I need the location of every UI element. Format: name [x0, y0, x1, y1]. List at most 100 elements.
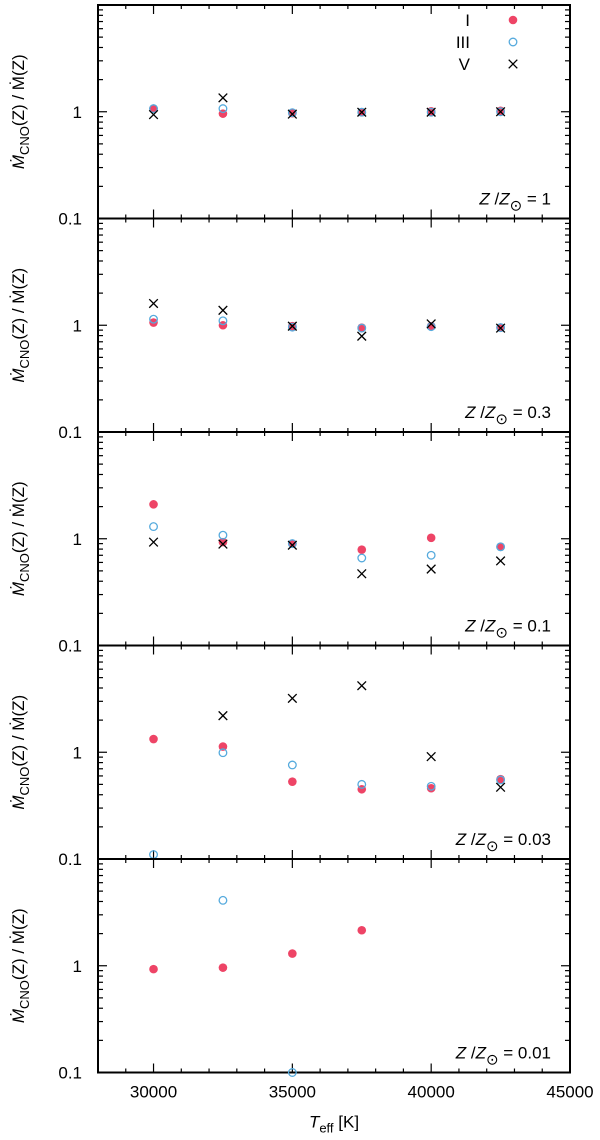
x-axis-label-t: T [309, 1113, 321, 1132]
y-tick-label: 1 [73, 743, 82, 762]
legend-label: I [465, 11, 470, 30]
data-point-open-circle [218, 316, 228, 326]
data-point-cross [495, 556, 506, 566]
panel-2: 0.1 1 ṀCNO(Z) / Ṁ(Z) Z /Z⊙ = 0.3 [9, 217, 571, 442]
y-axis-label-rest: (Z) / Ṁ(Z) [9, 908, 28, 980]
data-point-filled-circle [288, 949, 297, 958]
data-point-cross [287, 693, 298, 704]
x-tick-label: 35000 [269, 1083, 316, 1102]
data-point-cross [426, 107, 436, 117]
data-point-cross [218, 539, 228, 549]
legend-marker [508, 37, 518, 47]
y-axis-label-rest: (Z) / Ṁ(Z) [9, 54, 28, 126]
metallicity-label: Z /Z⊙ = 1 [478, 190, 551, 215]
data-point-open-circle [357, 107, 367, 117]
data-point-cross-stroke-b [218, 710, 228, 721]
data-point-filled-circle [288, 777, 297, 786]
y-tick-label: 0.1 [58, 850, 82, 869]
y-axis-label: ṀCNO(Z) / Ṁ(Z) [9, 54, 32, 169]
data-point-cross [495, 106, 506, 117]
metallicity-slash: / [476, 617, 486, 636]
data-point-cross-stroke-b [148, 537, 159, 547]
panel-frame [97, 431, 571, 647]
data-point-open-circle [218, 748, 228, 758]
data-point-filled-circle [149, 500, 158, 509]
data-point-open-circle [426, 107, 436, 117]
data-point-open-circle [357, 553, 367, 563]
y-tick-label: 1 [73, 957, 82, 976]
x-tick-label: 30000 [130, 1083, 177, 1102]
y-axis-label: ṀCNO(Z) / Ṁ(Z) [9, 268, 32, 383]
data-point-open-circle [218, 895, 228, 905]
data-point-open-circle [357, 323, 367, 333]
x-axis: 30000 35000 40000 45000 Teff [K] [130, 1083, 594, 1136]
data-point-open-circle [287, 539, 297, 549]
legend-marker-stroke-b [508, 59, 518, 69]
y-axis-label: ṀCNO(Z) / Ṁ(Z) [9, 908, 32, 1023]
metallicity-value: = 0.3 [508, 403, 551, 422]
y-axis-label-rest: (Z) / Ṁ(Z) [9, 481, 28, 553]
x-axis-label-unit: [K] [334, 1113, 360, 1132]
y-axis-label-mdot: Ṁ [9, 368, 28, 383]
data-point-cross-stroke-b [218, 305, 228, 316]
data-point-open-circle [149, 314, 158, 324]
data-point-open-circle [287, 108, 297, 118]
data-point-cross [218, 93, 228, 103]
metallicity-value: = 0.03 [499, 830, 551, 849]
data-point-open-circle [496, 107, 506, 117]
metallicity-slash: / [466, 1044, 476, 1063]
panel-frame [97, 858, 571, 1074]
data-point-open-circle [287, 322, 297, 332]
y-tick-label: 1 [73, 316, 82, 335]
data-point-cross [148, 109, 159, 120]
data-point-cross [218, 710, 228, 721]
metallicity-slash: / [466, 830, 476, 849]
legend-marker [508, 15, 518, 25]
metallicity-label: Z /Z⊙ = 0.1 [464, 617, 551, 642]
legend-label: V [459, 55, 471, 74]
data-point-open-circle [149, 522, 158, 532]
metallicity-zsun: Z [484, 403, 496, 422]
metallicity-sun-symbol: ⊙ [486, 1052, 499, 1069]
y-axis-label-sub: CNO [17, 553, 32, 582]
data-point-open-circle [496, 542, 506, 552]
data-point-cross-stroke-b [357, 568, 367, 579]
data-point-cross-stroke-b [495, 556, 506, 566]
metallicity-z: Z [478, 190, 490, 209]
metallicity-label: Z /Z⊙ = 0.3 [464, 403, 551, 428]
metallicity-label: Z /Z⊙ = 0.03 [455, 830, 551, 855]
metallicity-sun-symbol: ⊙ [486, 838, 499, 855]
data-point-filled-circle [426, 533, 436, 543]
x-tick-label: 45000 [546, 1083, 593, 1102]
metallicity-zsun: Z [475, 830, 487, 849]
data-point-filled-circle [357, 545, 367, 554]
data-point-filled-circle [288, 539, 297, 548]
data-point-open-circle [287, 1068, 297, 1077]
y-axis-label-mdot: Ṁ [9, 1008, 28, 1023]
y-tick-label: 0.1 [58, 423, 82, 442]
x-axis-label-sub: eff [319, 1121, 334, 1136]
y-axis-label-sub: CNO [17, 980, 32, 1009]
data-point-cross-stroke-b [426, 107, 436, 117]
data-point-open-circle [287, 760, 297, 770]
metallicity-value: = 0.1 [508, 617, 551, 636]
data-point-filled-circle [149, 964, 158, 974]
y-axis-label-mdot: Ṁ [9, 154, 28, 169]
data-point-cross-stroke-b [426, 319, 436, 329]
data-point-cross-stroke-b [287, 321, 298, 331]
metallicity-sun-symbol: ⊙ [510, 198, 523, 215]
y-axis-label-rest: (Z) / Ṁ(Z) [9, 268, 28, 340]
data-point-cross [287, 321, 298, 331]
y-axis-label-sub: CNO [17, 340, 32, 369]
data-point-open-circle [426, 322, 436, 332]
data-point-open-circle [496, 775, 506, 785]
y-tick-label: 1 [73, 530, 82, 549]
x-axis-label: Teff [K] [309, 1113, 359, 1136]
data-point-cross [357, 331, 367, 341]
metallicity-zsun: Z [484, 617, 496, 636]
data-point-cross-stroke-b [357, 107, 367, 117]
panel-frame [97, 644, 571, 860]
